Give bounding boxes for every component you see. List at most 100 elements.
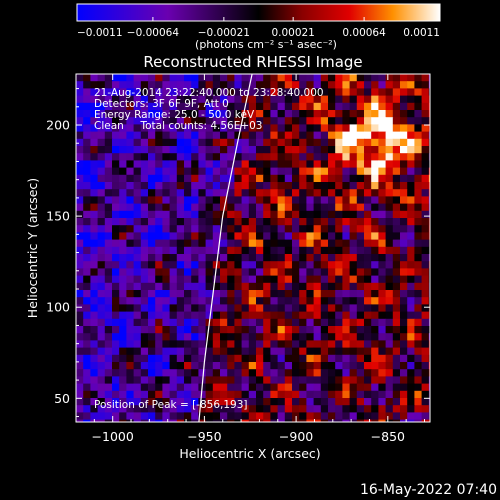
heatmap-cell xyxy=(198,210,207,219)
heatmap-cell xyxy=(392,74,401,82)
heatmap-cell xyxy=(349,74,358,82)
heatmap-cell xyxy=(277,153,286,161)
heatmap-cell xyxy=(83,88,91,97)
heatmap-cell xyxy=(328,297,336,305)
heatmap-cell xyxy=(277,146,286,154)
heatmap-cell xyxy=(148,275,156,284)
heatmap-cell xyxy=(284,81,293,89)
colorbar-tick-label: −0.0011 xyxy=(77,27,123,39)
heatmap-cell xyxy=(133,268,142,277)
heatmap-cell xyxy=(364,160,372,169)
heatmap-cell xyxy=(148,146,156,154)
heatmap-cell xyxy=(241,196,250,205)
heatmap-cell xyxy=(421,131,430,140)
heatmap-cell xyxy=(220,210,228,219)
heatmap-cell xyxy=(263,390,271,399)
heatmap-cell xyxy=(378,124,387,133)
heatmap-cell xyxy=(104,146,113,154)
heatmap-cell xyxy=(364,88,372,97)
heatmap-cell xyxy=(328,354,336,363)
heatmap-cell xyxy=(270,210,279,219)
heatmap-cell xyxy=(205,333,214,341)
heatmap-cell xyxy=(400,138,408,147)
heatmap-cell xyxy=(277,189,286,197)
heatmap-cell xyxy=(169,160,178,169)
heatmap-cell xyxy=(263,383,271,392)
heatmap-cell xyxy=(212,318,221,327)
heatmap-cell xyxy=(97,189,106,197)
heatmap-cell xyxy=(198,138,207,147)
heatmap-cell xyxy=(169,167,178,176)
heatmap-cell xyxy=(234,95,243,104)
heatmap-cell xyxy=(83,275,91,284)
heatmap-cell xyxy=(414,318,423,327)
heatmap-cell xyxy=(256,304,264,313)
heatmap-cell xyxy=(414,347,423,356)
heatmap-cell xyxy=(335,239,343,248)
heatmap-cell xyxy=(126,138,135,147)
heatmap-cell xyxy=(385,246,394,255)
heatmap-cell xyxy=(407,146,415,154)
heatmap-cell xyxy=(212,131,221,140)
heatmap-cell xyxy=(184,383,192,392)
heatmap-cell xyxy=(184,203,192,212)
heatmap-cell xyxy=(342,304,351,313)
heatmap-cell xyxy=(313,110,322,118)
heatmap-cell xyxy=(133,88,142,97)
heatmap-cell xyxy=(248,189,257,197)
heatmap-cell xyxy=(205,376,214,385)
heatmap-cell xyxy=(256,246,264,255)
heatmap-cell xyxy=(248,297,257,305)
annotation-block: 21-Aug-2014 23:22:40.000 to 23:28:40.000… xyxy=(94,87,324,132)
heatmap-cell xyxy=(378,290,387,298)
heatmap-cell xyxy=(335,88,343,97)
heatmap-cell xyxy=(342,210,351,219)
heatmap-cell xyxy=(112,138,120,147)
heatmap-cell xyxy=(220,362,228,370)
heatmap-cell xyxy=(364,95,372,104)
heatmap-cell xyxy=(191,74,199,82)
heatmap-cell xyxy=(256,167,264,176)
heatmap-cell xyxy=(148,102,156,111)
footer-date: 16-May-2022 07:40 xyxy=(360,482,497,498)
heatmap-cell xyxy=(407,239,415,248)
heatmap-cell xyxy=(292,318,300,327)
heatmap-cell xyxy=(97,340,106,349)
heatmap-cell xyxy=(256,362,264,370)
heatmap-cell xyxy=(320,232,329,241)
heatmap-cell xyxy=(241,376,250,385)
heatmap-cell xyxy=(119,376,127,385)
heatmap-cell xyxy=(198,102,207,111)
heatmap-cell xyxy=(234,167,243,176)
heatmap-cell xyxy=(270,102,279,111)
heatmap-cell xyxy=(299,390,307,399)
heatmap-cell xyxy=(169,81,178,89)
heatmap-cell xyxy=(205,138,214,147)
heatmap-cell xyxy=(270,196,279,205)
heatmap-cell xyxy=(407,102,415,111)
heatmap-cell xyxy=(335,297,343,305)
heatmap-cell xyxy=(184,268,192,277)
heatmap-cell xyxy=(97,174,106,183)
heatmap-cell xyxy=(313,268,322,277)
heatmap-cell xyxy=(76,290,84,298)
heatmap-cell xyxy=(428,218,430,226)
heatmap-cell xyxy=(342,117,351,125)
heatmap-cell xyxy=(97,110,106,118)
heatmap-cell xyxy=(169,182,178,190)
heatmap-cell xyxy=(198,124,207,133)
heatmap-cell xyxy=(270,225,279,233)
heatmap-cell xyxy=(299,117,307,125)
heatmap-cell xyxy=(191,88,199,97)
heatmap-cell xyxy=(400,333,408,341)
heatmap-cell xyxy=(263,239,271,248)
heatmap-cell xyxy=(428,88,430,97)
heatmap-cell xyxy=(364,268,372,277)
heatmap-cell xyxy=(284,311,293,320)
heatmap-cell xyxy=(385,340,394,349)
heatmap-cell xyxy=(184,290,192,298)
heatmap-cell xyxy=(104,81,113,89)
heatmap-cell xyxy=(284,232,293,241)
heatmap-cell xyxy=(220,405,228,413)
heatmap-cell xyxy=(126,304,135,313)
